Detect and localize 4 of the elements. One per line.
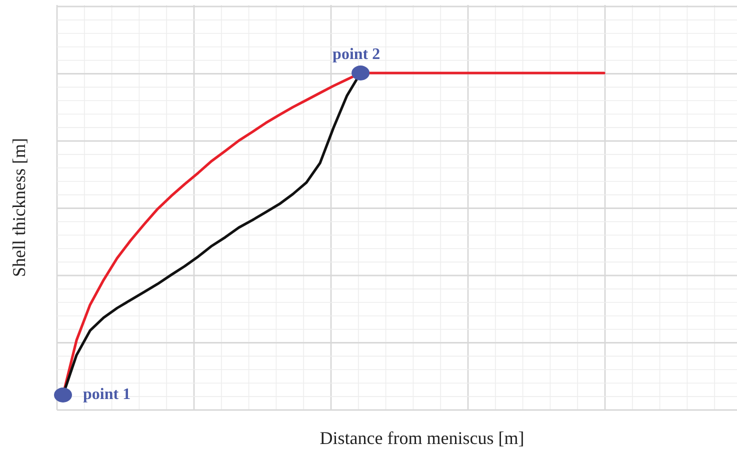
annotation: point 1: [83, 386, 131, 403]
y-axis-title: Shell thickness [m]: [9, 138, 29, 277]
text: point 2: [332, 46, 380, 63]
x-axis-title: Distance from meniscus [m]: [320, 428, 524, 448]
